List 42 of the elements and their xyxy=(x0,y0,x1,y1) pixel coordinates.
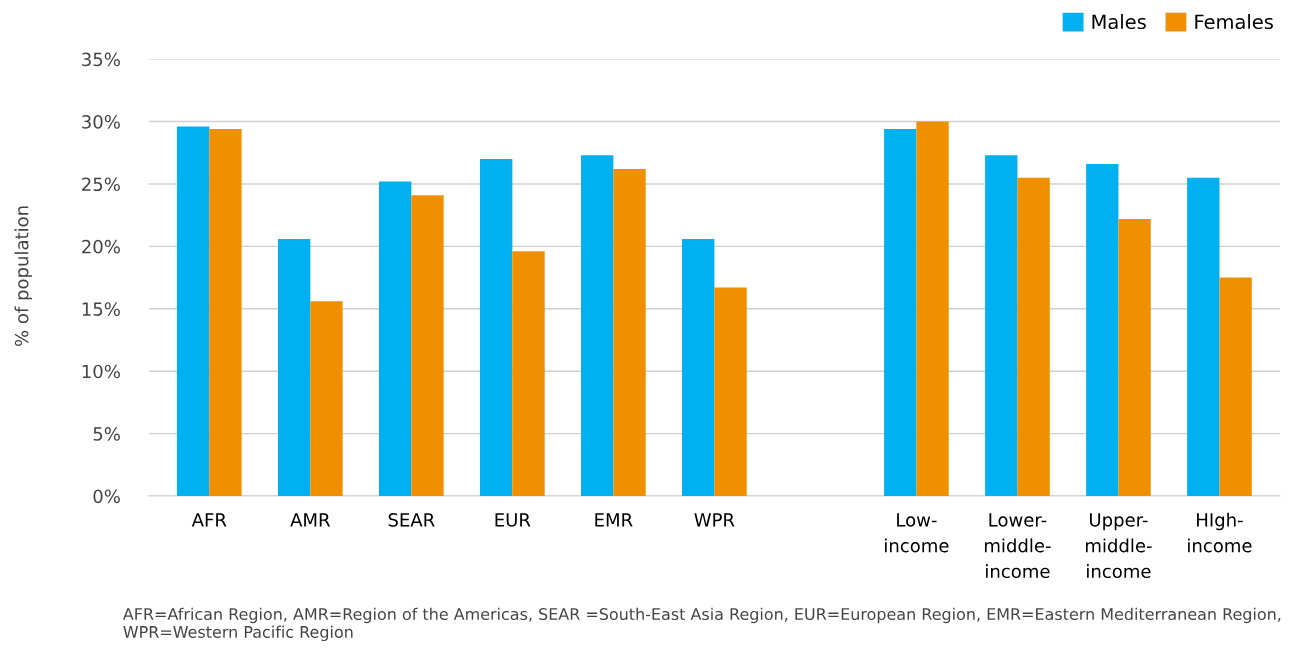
x-tick-label: WPR xyxy=(694,513,735,527)
bar xyxy=(985,155,1018,497)
bar xyxy=(209,129,242,497)
bar xyxy=(512,251,545,497)
bar xyxy=(411,195,444,497)
bar xyxy=(1187,177,1220,497)
bar xyxy=(1086,163,1119,497)
bar xyxy=(1118,218,1151,497)
y-tick-label: 25% xyxy=(82,177,120,192)
bar xyxy=(480,158,513,497)
x-tick-label: EUR xyxy=(495,513,531,527)
y-tick-label: 30% xyxy=(82,115,120,129)
bar xyxy=(714,287,747,497)
bar xyxy=(1017,177,1050,497)
x-tick-label: AFR xyxy=(191,513,227,527)
y-tick-label: 5% xyxy=(93,427,120,441)
y-tick-label: 0% xyxy=(93,489,120,504)
x-tick-label: SEAR xyxy=(388,513,435,527)
bar xyxy=(1219,277,1252,497)
x-tick-label: AMR xyxy=(290,513,331,527)
text: AFR=African Region, AMR=Region of the Americas, SEAR =South-East Asia Region, EUR=European Region, EMR=Eastern Mediterranean Region, WPR=Western Pacific Region xyxy=(122,607,1281,642)
x-tick-label: Lower- middle- income xyxy=(984,513,1051,579)
x-tick-label: Upper- middle- income xyxy=(1086,513,1152,579)
legend-label: Males xyxy=(1092,14,1146,30)
y-tick-label: 20% xyxy=(82,239,120,254)
legend-label: Females xyxy=(1195,14,1273,30)
x-tick-label: HIgh- income xyxy=(1188,512,1252,553)
bar xyxy=(613,168,646,497)
bar xyxy=(277,238,311,497)
bar xyxy=(581,155,614,497)
x-tick-label: Low- income xyxy=(885,513,949,553)
y-tick-label: 35% xyxy=(82,52,120,67)
y-axis-title: % of population xyxy=(14,206,33,346)
bar xyxy=(682,238,715,497)
y-tick-label: 10% xyxy=(82,364,120,379)
bar xyxy=(916,121,949,497)
bar xyxy=(379,181,412,497)
bar xyxy=(310,301,343,497)
bar xyxy=(176,126,210,497)
x-tick-label: EMR xyxy=(595,513,633,527)
bar xyxy=(884,129,917,497)
y-tick-label: 15% xyxy=(82,302,120,316)
